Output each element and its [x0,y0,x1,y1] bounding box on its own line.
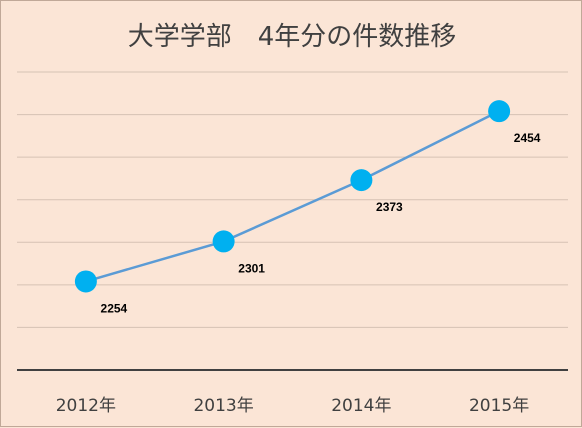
x-tick-label: 2012年 [56,396,116,416]
x-axis-ticks: 2012年 2013年 2014年 2015年 [56,396,530,416]
x-tick-label: 2013年 [193,396,253,416]
data-label: 2254 [101,301,128,315]
series-line [85,110,500,283]
x-tick-label: 2015年 [469,396,529,416]
chart-title: 大学学部 4年分の件数推移 [128,22,457,52]
x-tick-label: 2014年 [331,396,391,416]
data-points [74,100,511,293]
data-point-marker [74,270,97,293]
data-point-marker [212,230,235,253]
data-label: 2301 [238,261,265,275]
series-line-group [85,110,500,283]
data-point-marker [488,100,511,123]
gridlines [17,71,568,328]
data-point-marker [350,169,373,192]
data-label: 2454 [514,131,541,145]
data-label: 2373 [376,200,403,214]
data-labels: 2254 2301 2373 2454 [101,131,541,315]
